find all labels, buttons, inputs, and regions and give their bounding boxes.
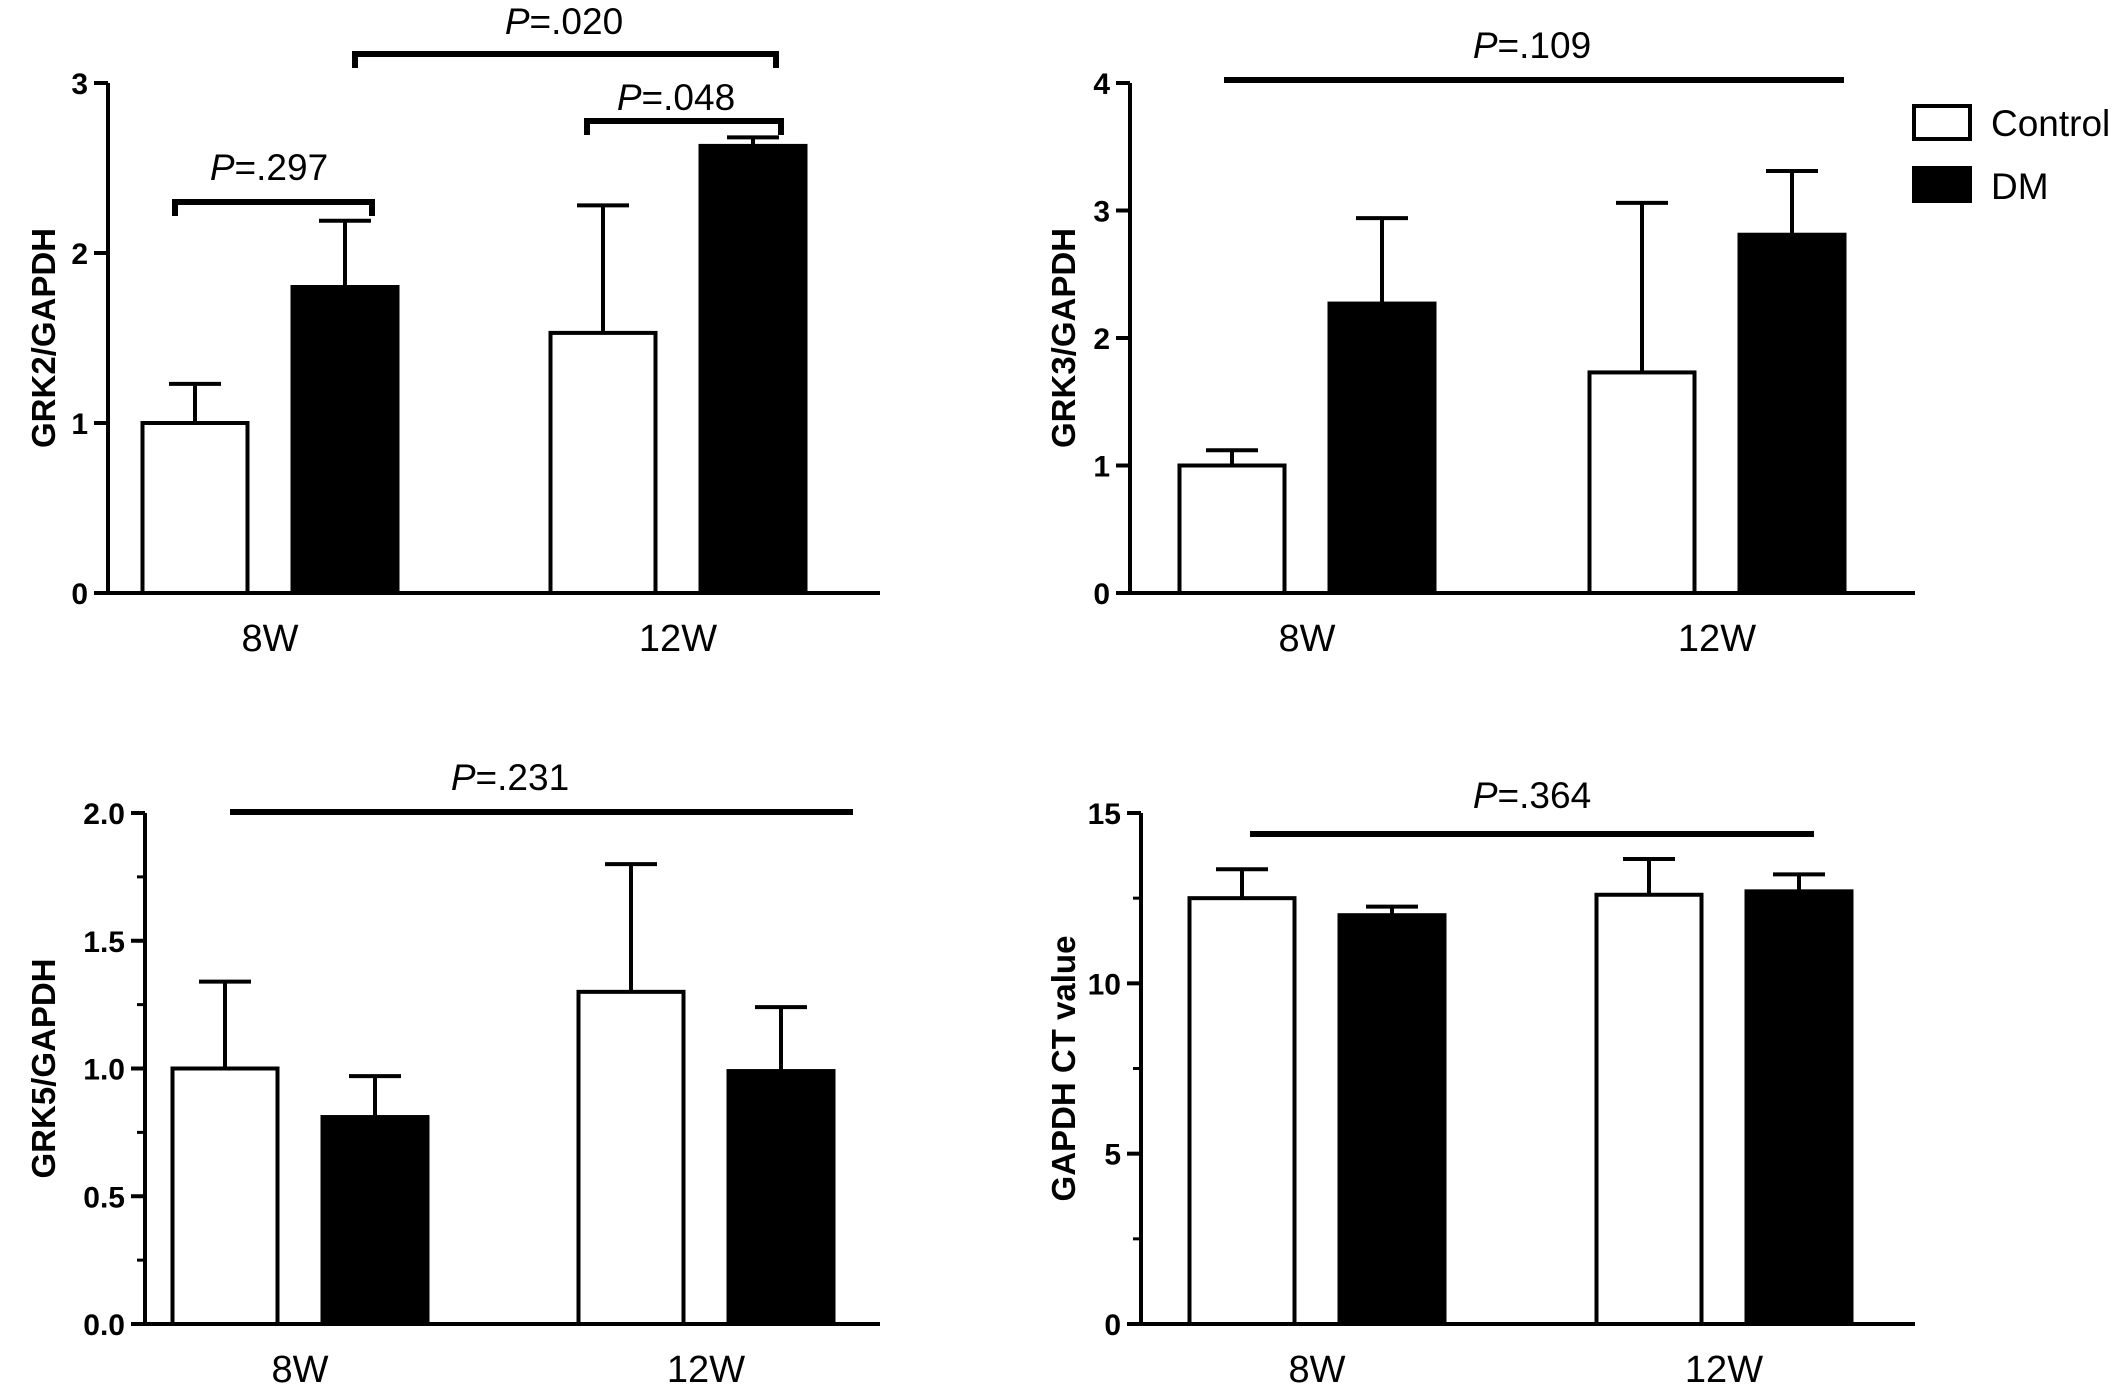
y-tick-label: 5: [1104, 1139, 1121, 1172]
legend-label-control: Control: [1991, 103, 2110, 144]
x-category-label: 12W: [1685, 1349, 1763, 1391]
legend-swatch-dm: [1912, 166, 1972, 203]
x-category-label: 12W: [639, 618, 717, 660]
bar-control: [576, 989, 686, 1326]
significance-bracket: [584, 118, 784, 135]
p-value: =.020: [530, 1, 624, 42]
y-axis-title: GRK3/GAPDH: [1045, 228, 1082, 448]
x-category-label: 12W: [1678, 618, 1756, 660]
y-tick-label: 1.5: [83, 926, 125, 959]
y-tick-label: 3: [71, 68, 88, 101]
x-category-label: 8W: [1289, 1349, 1346, 1391]
p-value: =.231: [476, 757, 570, 798]
y-tick-label: 0: [71, 578, 88, 611]
bar-dm: [1737, 232, 1847, 595]
y-axis-title: GRK2/GAPDH: [25, 228, 62, 448]
y-tick-label: 2.0: [83, 798, 125, 831]
p-value-label: P=.048: [617, 77, 735, 118]
p-value: =.364: [1498, 775, 1592, 816]
y-tick-label: 1: [71, 408, 88, 441]
bar-dm: [1337, 913, 1447, 1326]
y-tick-label: 0: [1093, 578, 1110, 611]
significance-bracket: [352, 51, 779, 68]
x-category-label: 8W: [272, 1349, 329, 1391]
p-symbol: P: [1473, 25, 1498, 66]
x-category-label: 8W: [1279, 618, 1336, 660]
p-value: =.048: [642, 77, 736, 118]
y-tick-label: 1.0: [83, 1054, 125, 1087]
p-value-label: P=.231: [451, 757, 569, 798]
bar-control: [1594, 892, 1704, 1326]
bar-control: [1587, 370, 1697, 595]
p-value: =.297: [235, 147, 329, 188]
y-axis-title: GRK5/GAPDH: [25, 958, 62, 1178]
p-symbol: P: [451, 757, 476, 798]
grk5-chart: 0.0 0.5 1.0 1.5 2.0 GRK5/GAPDH 8W 12W P=.231: [25, 757, 880, 1391]
gapdh-ct-chart: 0 5 10 15 GAPDH CT value 8W 12W P=.364: [1045, 775, 1915, 1391]
bar-dm: [726, 1069, 836, 1327]
p-symbol: P: [1473, 775, 1498, 816]
p-value-label: P=.020: [505, 1, 623, 42]
bar-control: [1187, 896, 1297, 1327]
x-category-label: 8W: [242, 618, 299, 660]
p-value-label: P=.297: [210, 147, 328, 188]
bar-dm: [1744, 889, 1854, 1326]
legend: Control DM: [1912, 103, 2110, 207]
bar-dm: [320, 1115, 430, 1327]
legend-swatch-control: [1912, 104, 1972, 141]
significance-bracket: [172, 199, 375, 216]
p-value: =.109: [1498, 25, 1592, 66]
p-symbol: P: [617, 77, 642, 118]
bar-dm: [1327, 301, 1437, 595]
bar-control: [548, 330, 658, 595]
bar-control: [170, 1066, 280, 1326]
y-tick-label: 10: [1088, 968, 1121, 1001]
y-axis-title: GAPDH CT value: [1045, 936, 1082, 1202]
y-tick-label: 3: [1093, 196, 1110, 229]
y-tick-label: 0.0: [83, 1309, 125, 1342]
y-tick-label: 0.5: [83, 1181, 125, 1214]
bar-dm: [698, 143, 808, 595]
y-tick-label: 2: [1093, 323, 1110, 356]
bar-control: [140, 421, 250, 595]
p-symbol: P: [505, 1, 530, 42]
p-value-label: P=.109: [1473, 25, 1591, 66]
grk3-chart: 0 1 2 3 4 GRK3/GAPDH 8W 12W P=.109: [1045, 25, 1915, 660]
x-category-label: 12W: [667, 1349, 745, 1391]
bar-dm: [290, 285, 400, 595]
p-symbol: P: [210, 147, 235, 188]
y-tick-label: 2: [71, 238, 88, 271]
y-tick-label: 15: [1088, 798, 1121, 831]
y-tick-label: 0: [1104, 1309, 1121, 1342]
y-tick-label: 1: [1093, 451, 1110, 484]
p-value-label: P=.364: [1473, 775, 1591, 816]
legend-label-dm: DM: [1991, 166, 2049, 207]
y-tick-label: 4: [1093, 68, 1110, 101]
bar-control: [1177, 463, 1287, 595]
